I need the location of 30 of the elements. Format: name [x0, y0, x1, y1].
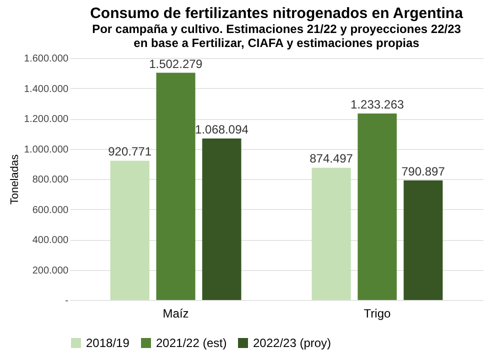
chart-title: Consumo de fertilizantes nitrogenados en Argentina	[90, 5, 464, 22]
y-tick-label: 1.000.000	[24, 144, 69, 156]
bar	[202, 138, 242, 300]
data-label: 874.497	[310, 152, 354, 166]
bar	[156, 72, 196, 300]
y-tick-label: 200.000	[32, 265, 69, 276]
y-tick-label: 1.400.000	[24, 84, 69, 95]
data-label: 920.771	[108, 144, 152, 159]
x-tick-label: Trigo	[364, 306, 391, 320]
chart-subtitle: Por campaña y cultivo. Estimaciones 21/22 y proyecciones 22/23	[92, 22, 462, 36]
legend-label: 2018/19	[86, 336, 130, 350]
data-label: 1.233.263	[350, 97, 404, 112]
bar	[312, 168, 351, 300]
y-tick-label: 400.000	[32, 235, 69, 246]
data-label: 1.068.094	[195, 122, 249, 136]
y-tick-label: 800.000	[32, 174, 69, 186]
legend-label: 2021/22 (est)	[156, 336, 227, 350]
y-tick-label: -	[65, 296, 68, 306]
x-tick-label: Maíz	[162, 306, 189, 320]
data-label: 1.502.279	[149, 56, 203, 71]
bar	[404, 180, 443, 300]
legend-label: 2022/23 (proy)	[253, 336, 332, 350]
text: en base a Fertilizar, CIAFA y estimaciones propias	[134, 36, 420, 50]
y-tick-label: 1.200.000	[24, 114, 69, 125]
bar	[358, 113, 397, 300]
y-tick-label: 1.600.000	[24, 54, 69, 64]
y-axis-title: Toneladas	[9, 154, 22, 205]
data-label: 790.897	[401, 164, 446, 178]
y-tick-label: 600.000	[32, 204, 69, 216]
bar	[110, 160, 150, 300]
